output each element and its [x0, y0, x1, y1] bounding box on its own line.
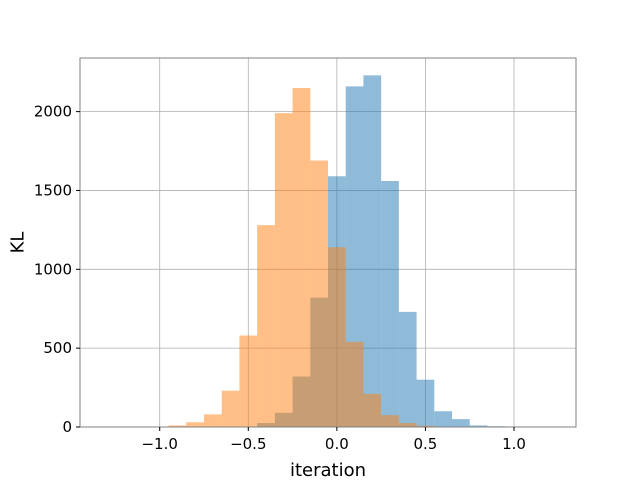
plot-frame [79, 57, 577, 428]
histogram-bar [398, 311, 417, 427]
x-tick-label: −1.0 [141, 435, 177, 453]
x-tick-label: 0.5 [413, 435, 437, 453]
histogram-series [168, 87, 452, 427]
histogram-bar [416, 425, 435, 427]
histogram-bar [274, 113, 293, 427]
histogram-bar [168, 425, 187, 427]
histogram-bar [239, 335, 258, 427]
histogram-bar [381, 415, 399, 427]
y-tick-label: 2000 [34, 103, 72, 121]
histogram-bar [381, 181, 399, 427]
histogram-bar [345, 341, 364, 427]
histogram-bar [469, 425, 488, 427]
histogram-bar [204, 414, 222, 427]
histogram-bar [434, 411, 452, 427]
histogram-bar [416, 379, 435, 427]
histogram-bar [257, 225, 275, 427]
x-tick-label: 0.0 [325, 435, 349, 453]
histogram-bar [328, 247, 346, 427]
histogram-bar [452, 419, 470, 427]
axis-ticks: −1.0 −0.5 0.0 0.5 1.0 0 500 1000 1500 2000 [34, 103, 526, 453]
y-tick-label: 500 [43, 339, 72, 357]
histogram-bar [310, 160, 328, 427]
histogram-bar [186, 422, 204, 427]
y-tick-label: 1000 [34, 260, 72, 278]
histogram-bar [292, 87, 311, 427]
x-tick-label: 1.0 [502, 435, 526, 453]
histogram-bar [221, 390, 240, 427]
x-tick-label: −0.5 [230, 435, 266, 453]
histogram-bar [398, 423, 417, 427]
y-tick-label: 1500 [34, 181, 72, 199]
histogram-bar [363, 393, 382, 427]
x-axis-label: iteration [290, 460, 366, 480]
histogram-bar [363, 75, 382, 427]
y-axis-label: KL [7, 232, 28, 254]
y-tick-label: 0 [62, 418, 72, 436]
histogram-bars [168, 75, 506, 427]
